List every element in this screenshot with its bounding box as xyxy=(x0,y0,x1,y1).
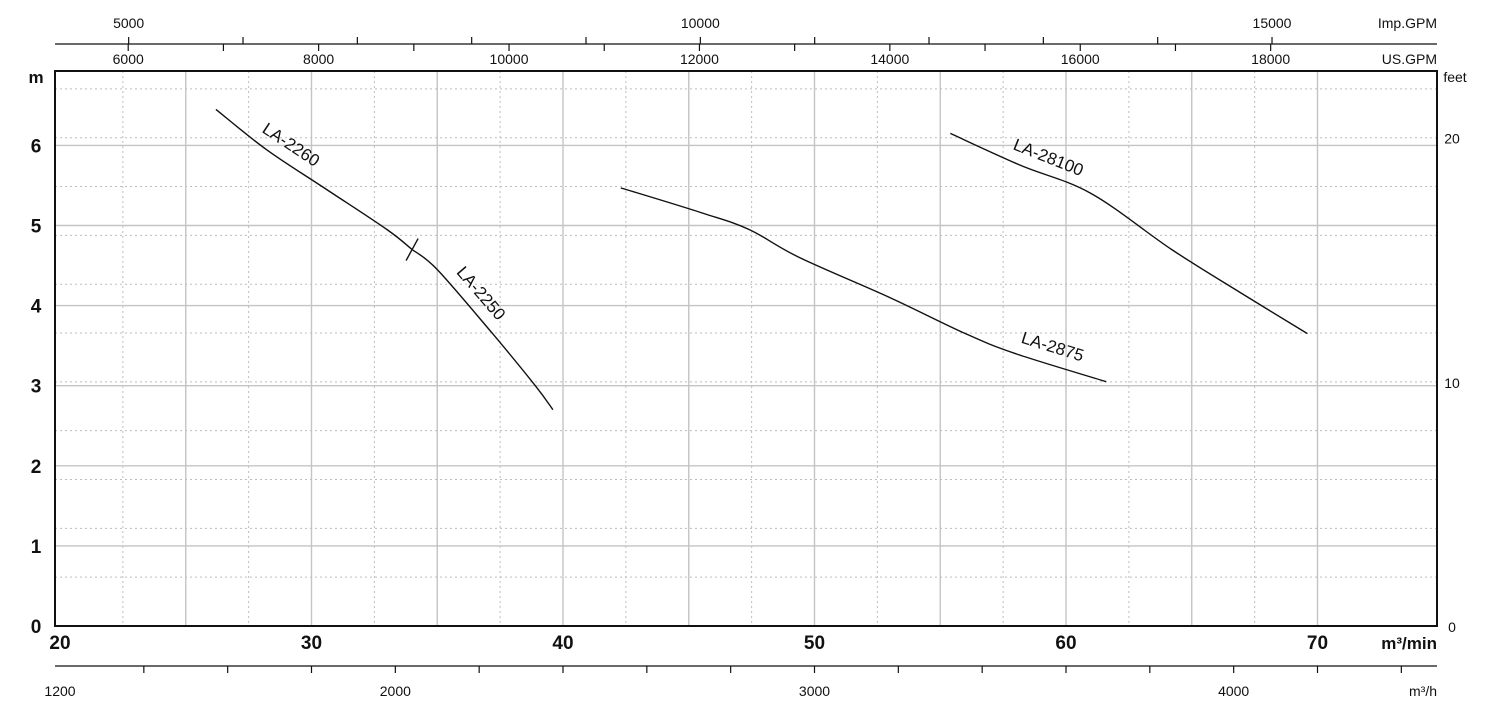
imp-gpm-tick-label: 10000 xyxy=(681,15,720,31)
x-tick-label: 20 xyxy=(49,633,70,654)
grid-layer xyxy=(55,71,1437,626)
m3h-tick-label: 2000 xyxy=(380,683,411,699)
us-gpm-tick-label: 10000 xyxy=(490,51,529,67)
y-tick-label: 6 xyxy=(31,136,42,157)
curve-label-la-28100: LA-28100 xyxy=(1011,135,1087,180)
imp-gpm-axis-unit: Imp.GPM xyxy=(1378,15,1437,31)
x-tick-label: 30 xyxy=(301,633,322,654)
us-gpm-tick-label: 8000 xyxy=(303,51,334,67)
y-tick-label: 4 xyxy=(31,297,42,318)
feet-tick-label: 20 xyxy=(1444,131,1460,147)
x-tick-label: 40 xyxy=(552,633,573,654)
labels-layer: 20 30 40 50 60 70 m³/min 0 1 2 3 4 5 6 m 0 10 20 feet 1200 2… xyxy=(28,15,1466,699)
axes-layer xyxy=(54,37,1438,673)
y-tick-label: 5 xyxy=(31,217,42,238)
us-gpm-tick-label: 14000 xyxy=(870,51,909,67)
y-tick-label: 0 xyxy=(31,617,42,638)
m3h-tick-label: 1200 xyxy=(44,683,75,699)
us-gpm-tick-label: 16000 xyxy=(1061,51,1100,67)
m3h-tick-label: 3000 xyxy=(799,683,830,699)
curve-la-2250 xyxy=(411,248,554,411)
us-gpm-tick-label: 6000 xyxy=(113,51,144,67)
y-tick-label: 2 xyxy=(31,457,42,478)
x-tick-label: 50 xyxy=(804,633,825,654)
x-axis-unit: m³/min xyxy=(1381,634,1437,653)
imp-gpm-tick-label: 15000 xyxy=(1253,15,1292,31)
curve-la-2260 xyxy=(215,108,413,251)
y-tick-label: 3 xyxy=(31,377,42,398)
y-tick-label: 1 xyxy=(31,537,42,558)
us-gpm-axis-unit: US.GPM xyxy=(1382,51,1437,67)
y-axis-unit: m xyxy=(28,68,43,87)
feet-axis-unit: feet xyxy=(1443,69,1466,85)
curve-la-2875 xyxy=(620,187,1107,383)
curve-label-group: LA-28100 xyxy=(1011,135,1087,180)
x-tick-label: 70 xyxy=(1307,633,1328,654)
m3h-tick-label: 4000 xyxy=(1218,683,1249,699)
feet-tick-label: 0 xyxy=(1448,619,1456,635)
curves-layer xyxy=(215,108,1308,411)
curve-la-28100 xyxy=(950,132,1308,335)
x-tick-label: 60 xyxy=(1055,633,1076,654)
curve-label-la-2250: LA-2250 xyxy=(453,263,509,324)
feet-tick-label: 10 xyxy=(1444,375,1460,391)
curve-break-mark xyxy=(405,238,419,261)
plot-frame xyxy=(54,70,1438,627)
us-gpm-tick-label: 12000 xyxy=(680,51,719,67)
curve-label-la-2875: LA-2875 xyxy=(1019,328,1086,365)
curve-label-group: LA-2875 xyxy=(1019,328,1086,365)
us-gpm-tick-label: 18000 xyxy=(1251,51,1290,67)
imp-gpm-tick-label: 5000 xyxy=(113,15,144,31)
m3h-axis-unit: m³/h xyxy=(1409,683,1437,699)
curve-label-group: LA-2250 xyxy=(453,263,509,324)
